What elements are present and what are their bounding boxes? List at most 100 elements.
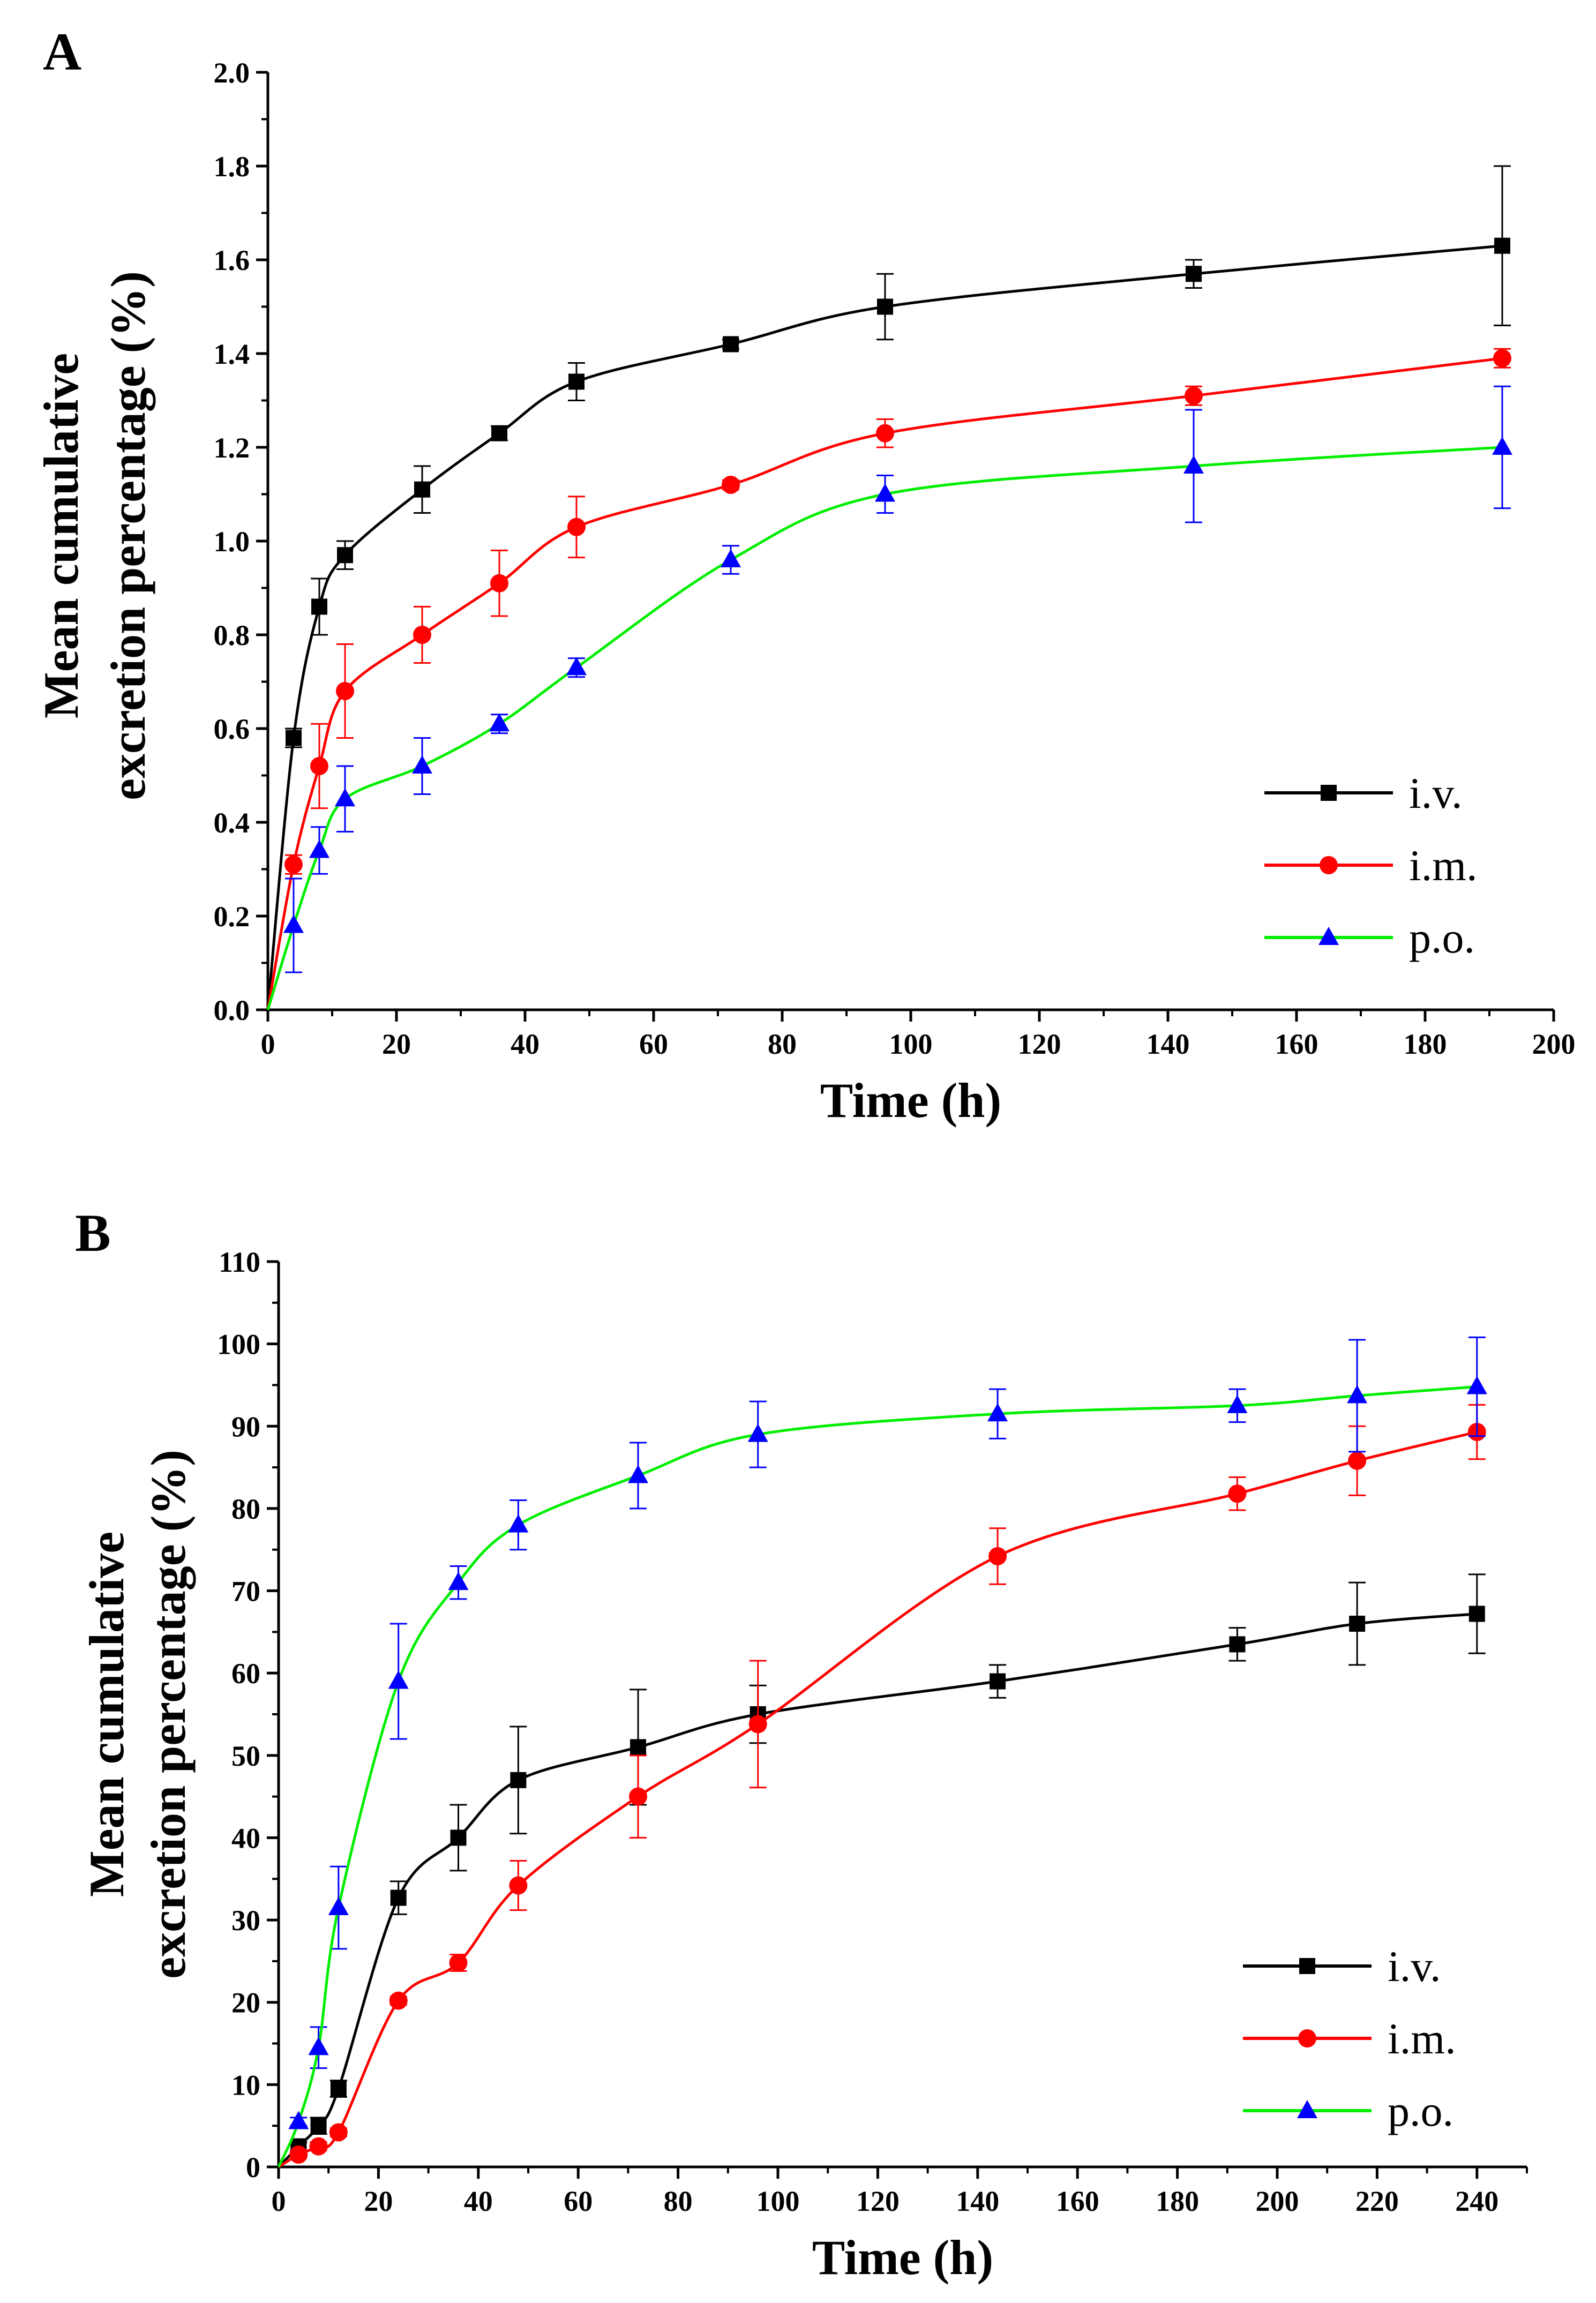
y-tick-label: 0.6 [214, 713, 250, 745]
legend-entry: p.o. [1264, 913, 1475, 962]
data-point [1227, 1394, 1248, 1413]
x-axis-title: Time (h) [820, 1073, 1001, 1128]
data-point [747, 1423, 768, 1442]
x-tick-label: 80 [768, 1028, 797, 1060]
data-point [877, 298, 893, 315]
y-tick-label: 10 [231, 2069, 260, 2101]
data-point [722, 476, 740, 494]
data-point [508, 1514, 529, 1533]
series-line [278, 1430, 1478, 2169]
y-axis-title: excretion percentage (%) [101, 271, 155, 800]
series-po [266, 385, 1512, 1010]
data-point [1229, 1636, 1246, 1653]
data-point [491, 425, 507, 441]
legend-marker [1321, 785, 1337, 801]
data-point [1348, 1451, 1367, 1470]
y-tick-label: 30 [231, 1904, 260, 1937]
data-point [412, 755, 432, 774]
data-point [1183, 455, 1204, 474]
x-tick-label: 120 [1018, 1028, 1061, 1060]
data-point [329, 2123, 348, 2142]
data-point [330, 2081, 347, 2097]
x-tick-label: 200 [1256, 2185, 1299, 2217]
legend-entry: i.v. [1243, 1942, 1441, 1991]
y-tick-label: 0 [246, 2151, 260, 2184]
data-point [1466, 1376, 1487, 1394]
x-tick-label: 160 [1275, 1028, 1318, 1060]
data-point [284, 855, 303, 874]
data-point [414, 481, 430, 498]
data-point [988, 1547, 1007, 1566]
data-point [990, 1673, 1006, 1690]
y-tick-label: 2.0 [214, 57, 250, 89]
data-point [748, 1715, 767, 1734]
x-tick-label: 40 [464, 2185, 493, 2217]
data-point [309, 2137, 328, 2156]
series-line [278, 1612, 1478, 2168]
legend-entry: p.o. [1243, 2087, 1453, 2135]
data-point [283, 914, 304, 933]
data-point [1349, 1616, 1366, 1632]
data-point [289, 2145, 308, 2164]
data-point [308, 2037, 329, 2056]
legend-label: i.m. [1409, 841, 1478, 890]
x-tick-label: 100 [756, 2185, 800, 2217]
y-tick-label: 1.8 [214, 151, 250, 183]
data-point [336, 682, 354, 700]
y-tick-label: 0.0 [214, 994, 250, 1026]
y-tick-label: 1.6 [214, 244, 250, 276]
legend-entry: i.m. [1264, 841, 1478, 890]
y-axis-title: Mean cumulative [79, 1532, 134, 1897]
legend-label: p.o. [1409, 913, 1475, 962]
panel-a: A 0.0 0.2 0.4 0.6 0.8 1.0 1.2 1.4 1.6 1.8 2.0 0 20 40 6… [34, 22, 1576, 1128]
y-tick-label: 0.2 [214, 901, 250, 933]
series-line [266, 357, 1503, 1010]
legend-marker [1298, 2029, 1316, 2047]
data-point [721, 549, 741, 567]
legend-marker [1318, 927, 1339, 945]
data-point [987, 1403, 1008, 1422]
legend-label: i.m. [1388, 2014, 1456, 2063]
data-point [1468, 1606, 1485, 1622]
data-point [629, 1787, 648, 1806]
series-po [277, 1336, 1487, 2168]
legend-entry: i.m. [1243, 2014, 1456, 2063]
data-point [1347, 1385, 1368, 1404]
x-tick-label: 20 [382, 1028, 411, 1060]
y-tick-label: 70 [231, 1576, 260, 1608]
y-axis-title: Mean cumulative [34, 353, 88, 718]
data-point [490, 574, 508, 592]
data-point [286, 730, 302, 746]
data-point [876, 424, 894, 442]
legend-label: i.v. [1388, 1942, 1441, 1991]
series-im [278, 1404, 1486, 2169]
data-point [335, 788, 355, 807]
y-tick-label: 50 [231, 1740, 260, 1772]
y-axis-title: excretion percentage (%) [141, 1450, 196, 1979]
y-tick-label: 40 [231, 1822, 260, 1854]
x-tick-label: 180 [1404, 1028, 1447, 1060]
series-iv [266, 165, 1511, 1010]
y-tick-label: 0.4 [214, 807, 250, 839]
legend-label: i.v. [1409, 769, 1462, 817]
y-tick-label: 90 [231, 1411, 260, 1443]
data-point [449, 1953, 468, 1972]
series-iv [278, 1573, 1486, 2168]
x-tick-label: 220 [1355, 2185, 1399, 2217]
data-point [568, 373, 585, 390]
x-tick-label: 160 [1056, 2185, 1099, 2217]
legend-entry: i.v. [1264, 769, 1462, 817]
x-tick-label: 60 [564, 2185, 593, 2217]
series-line [266, 244, 1503, 1010]
data-point [489, 713, 509, 732]
data-point [388, 1670, 409, 1689]
data-point [413, 626, 431, 644]
panel-letter: A [43, 22, 81, 81]
y-tick-label: 1.4 [214, 338, 250, 370]
data-point [1494, 237, 1510, 254]
data-point [1228, 1484, 1247, 1503]
x-tick-label: 100 [889, 1028, 933, 1060]
x-tick-label: 0 [261, 1028, 275, 1060]
data-point [390, 1889, 407, 1906]
